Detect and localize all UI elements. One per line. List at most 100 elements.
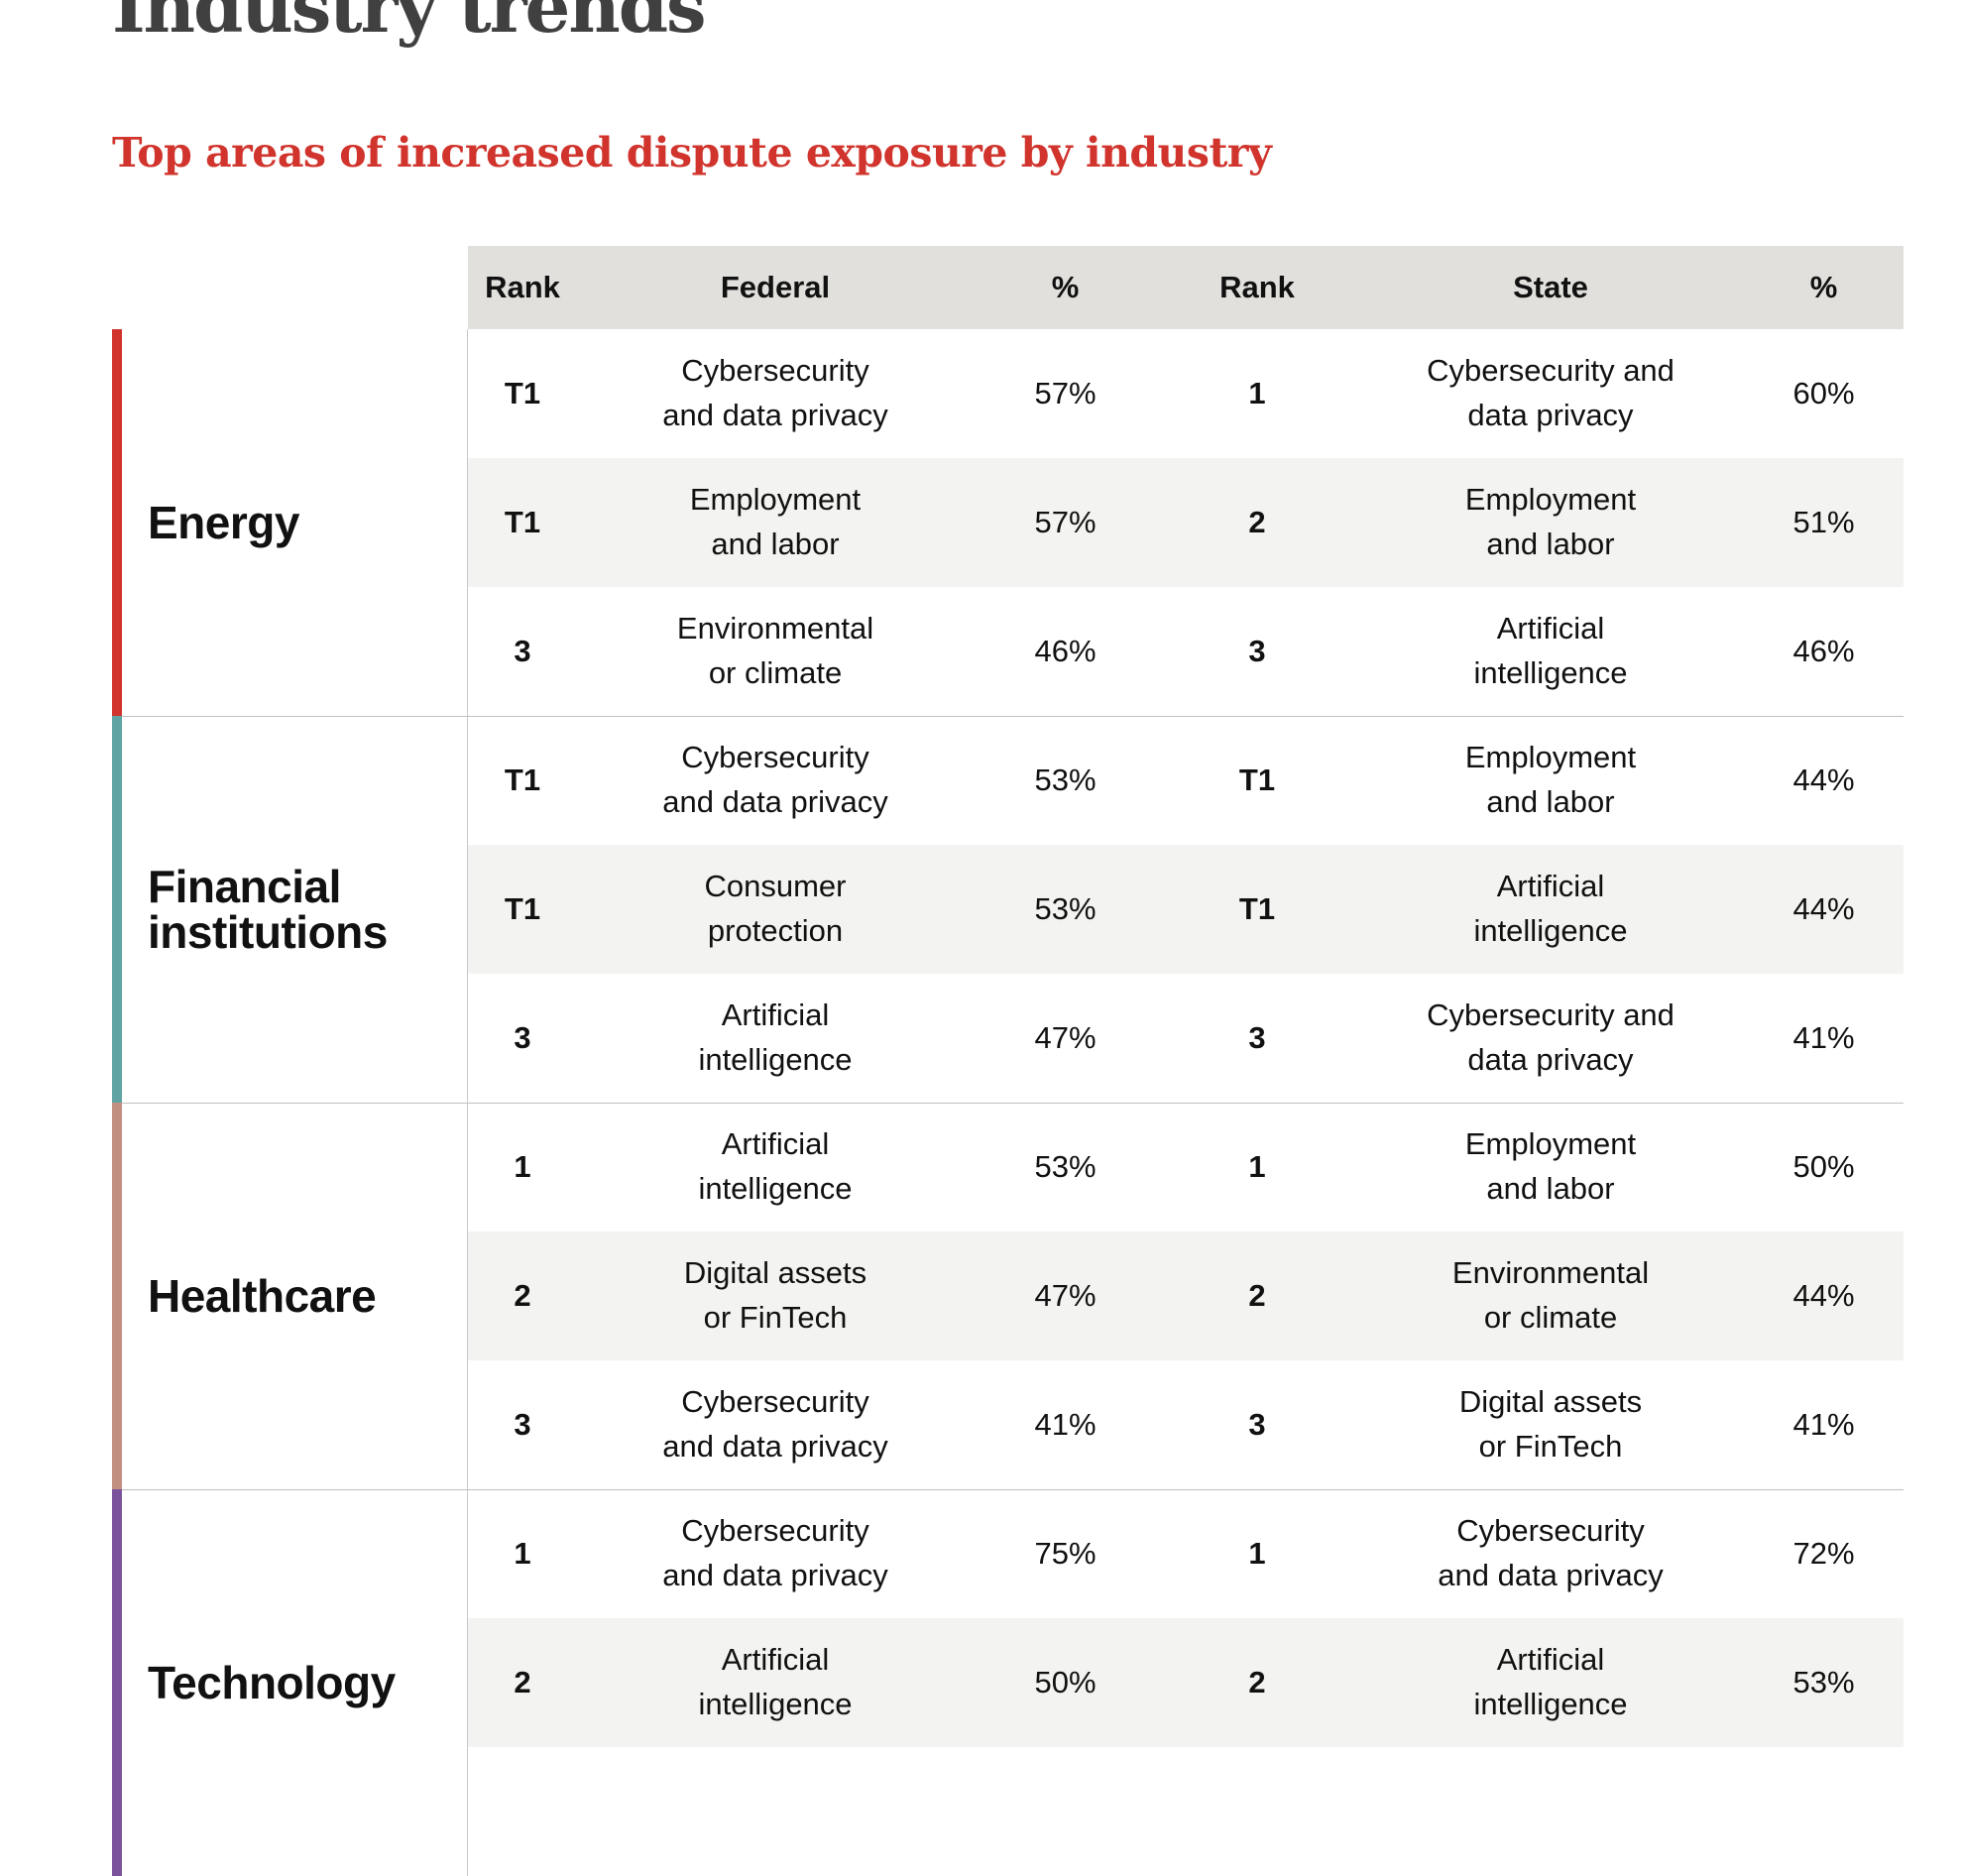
cell-state-pct: 44% — [1792, 762, 1855, 797]
cell-state-pct: 60% — [1792, 375, 1855, 410]
cell-federal-rank: 1 — [514, 1535, 531, 1571]
cell-state-area: Employment and labor — [1464, 740, 1637, 819]
cell-state-rank: 1 — [1248, 375, 1266, 410]
cell-federal-area: Digital assets or FinTech — [683, 1255, 867, 1335]
industry-rows: T1 Cybersecurity and data privacy 53% T1 Emp… — [468, 716, 1904, 1103]
cell-federal-pct: 50% — [1034, 1664, 1097, 1700]
header-rank-state: Rank — [1219, 270, 1295, 304]
cell-federal-pct: 57% — [1034, 504, 1097, 539]
cell-federal-rank: 3 — [514, 1406, 531, 1442]
cell-state-area: Digital assets or FinTech — [1458, 1384, 1643, 1464]
cell-federal-pct: 53% — [1034, 890, 1097, 926]
industry-label: Financial institutions — [148, 861, 388, 958]
cell-federal-area: Cybersecurity and data privacy — [662, 1384, 888, 1464]
cell-state-rank: 3 — [1248, 1406, 1266, 1442]
industry-rows: T1 Cybersecurity and data privacy 57% 1 Cybe… — [468, 329, 1904, 716]
table-row: T1 Cybersecurity and data privacy 57% 1 Cybe… — [468, 329, 1904, 458]
cell-federal-rank: 1 — [514, 1148, 531, 1184]
table-row: 2 Artificial intelligence 50% 2 Artificial i… — [468, 1618, 1904, 1747]
cell-state-rank: 3 — [1248, 633, 1266, 668]
cell-federal-pct: 75% — [1034, 1535, 1097, 1571]
industry-label: Energy — [148, 497, 299, 548]
cell-state-rank: 1 — [1248, 1148, 1266, 1184]
industry-color-bar — [112, 716, 122, 1103]
industry-label-cell: Technology — [122, 1489, 468, 1876]
cell-federal-area: Cybersecurity and data privacy — [662, 353, 888, 432]
table-row: 1 Cybersecurity and data privacy 75% 1 Cyber… — [468, 1489, 1904, 1618]
industry-color-bar — [112, 329, 122, 716]
table-row: 2 Digital assets or FinTech 47% 2 Environmen… — [468, 1231, 1904, 1360]
industry-color-bar — [112, 1103, 122, 1489]
cell-federal-rank: T1 — [504, 890, 541, 926]
table-header-row: Rank Federal % Rank State % — [468, 246, 1904, 329]
cell-federal-area: Environmental or climate — [676, 611, 874, 690]
industry-label: Healthcare — [148, 1270, 377, 1322]
cell-state-area: Environmental or climate — [1451, 1255, 1650, 1335]
table-row: 1 Artificial intelligence 53% 1 Employment a… — [468, 1103, 1904, 1231]
cell-state-pct: 44% — [1792, 1277, 1855, 1313]
industry-label-cell: Energy — [122, 329, 468, 716]
industry-rows: 1 Artificial intelligence 53% 1 Employment a… — [468, 1103, 1904, 1489]
cell-state-rank: T1 — [1238, 762, 1276, 797]
cell-state-pct: 46% — [1792, 633, 1855, 668]
industry-group: Financial institutions T1 Cybersecurity an… — [112, 716, 1904, 1103]
cell-state-rank: 2 — [1248, 1277, 1266, 1313]
table-row: T1 Employment and labor 57% 2 Employment and… — [468, 458, 1904, 587]
cell-state-area: Artificial intelligence — [1473, 1642, 1628, 1721]
industry-group: Energy T1 Cybersecurity and data privacy 57… — [112, 329, 1904, 716]
header-state: State — [1513, 270, 1588, 304]
cell-federal-rank: 2 — [514, 1277, 531, 1313]
cell-state-pct: 50% — [1792, 1148, 1855, 1184]
industry-rows: 1 Cybersecurity and data privacy 75% 1 Cyber… — [468, 1489, 1904, 1876]
cell-federal-pct: 53% — [1034, 762, 1097, 797]
table-subtitle: Top areas of increased dispute exposure … — [112, 129, 1272, 176]
cell-federal-pct: 46% — [1034, 633, 1097, 668]
cell-federal-pct: 47% — [1034, 1277, 1097, 1313]
cell-state-rank: 3 — [1248, 1019, 1266, 1055]
header-pct-state: % — [1809, 270, 1838, 304]
cell-state-area: Cybersecurity and data privacy — [1427, 997, 1674, 1077]
industry-group: Healthcare 1 Artificial intelligence 53% 1 Em… — [112, 1103, 1904, 1489]
page-title: Industry trends — [112, 0, 707, 49]
group-divider — [122, 1489, 1904, 1490]
cell-federal-rank: 2 — [514, 1664, 531, 1700]
cell-federal-area: Employment and labor — [689, 482, 862, 561]
industry-label: Technology — [148, 1657, 396, 1708]
cell-state-pct: 44% — [1792, 890, 1855, 926]
cell-state-area: Cybersecurity and data privacy — [1427, 353, 1674, 432]
cell-federal-pct: 47% — [1034, 1019, 1097, 1055]
cell-federal-rank: T1 — [504, 504, 541, 539]
table-row: 3 Artificial intelligence 47% 3 Cybersecurit… — [468, 974, 1904, 1103]
cell-federal-pct: 41% — [1034, 1406, 1097, 1442]
cell-state-rank: 2 — [1248, 1664, 1266, 1700]
industry-color-bar — [112, 1489, 122, 1876]
industry-label-cell: Healthcare — [122, 1103, 468, 1489]
cell-federal-pct: 57% — [1034, 375, 1097, 410]
industry-label-cell: Financial institutions — [122, 716, 468, 1103]
cell-state-pct: 41% — [1792, 1406, 1855, 1442]
industry-group: Technology 1 Cybersecurity and data privac… — [112, 1489, 1904, 1876]
cell-federal-area: Artificial intelligence — [698, 1126, 853, 1206]
table-row: 3 Cybersecurity and data privacy 41% 3 Digit… — [468, 1360, 1904, 1489]
cell-state-pct: 72% — [1792, 1535, 1855, 1571]
cell-federal-area: Artificial intelligence — [698, 1642, 853, 1721]
header-rank-federal: Rank — [485, 270, 560, 304]
cell-federal-rank: 3 — [514, 1019, 531, 1055]
table-row: T1 Cybersecurity and data privacy 53% T1 Emp… — [468, 716, 1904, 845]
cell-federal-area: Cybersecurity and data privacy — [662, 740, 888, 819]
cell-federal-area: Artificial intelligence — [698, 997, 853, 1077]
table-row: T1 Consumer protection 53% T1 Artificial int… — [468, 845, 1904, 974]
cell-federal-pct: 53% — [1034, 1148, 1097, 1184]
cell-federal-area: Cybersecurity and data privacy — [662, 1513, 888, 1592]
cell-state-area: Employment and labor — [1464, 1126, 1637, 1206]
cell-state-area: Cybersecurity and data privacy — [1438, 1513, 1664, 1592]
cell-state-area: Artificial intelligence — [1473, 611, 1628, 690]
header-pct-federal: % — [1051, 270, 1080, 304]
cell-state-pct: 41% — [1792, 1019, 1855, 1055]
cell-state-rank: 2 — [1248, 504, 1266, 539]
header-federal: Federal — [720, 270, 831, 304]
cell-federal-rank: T1 — [504, 375, 541, 410]
cell-federal-rank: 3 — [514, 633, 531, 668]
cell-state-area: Artificial intelligence — [1473, 869, 1628, 948]
cell-state-rank: 1 — [1248, 1535, 1266, 1571]
